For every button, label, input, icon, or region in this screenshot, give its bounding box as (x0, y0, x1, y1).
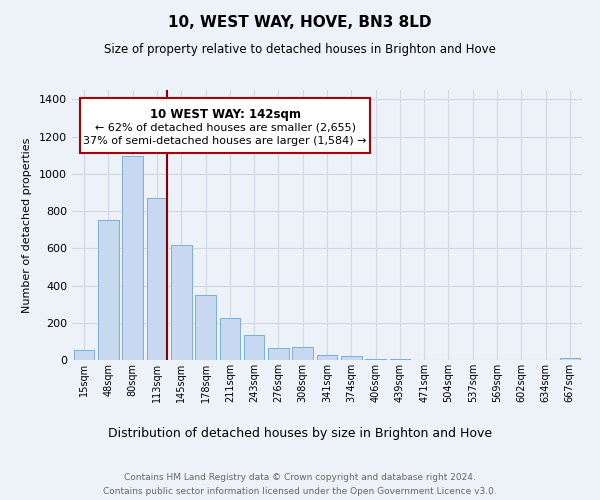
Bar (292, 347, 313, 360)
Bar (389, 359, 410, 360)
Bar (195, 295, 216, 360)
FancyBboxPatch shape (80, 98, 370, 154)
Text: 37% of semi-detached houses are larger (1,584) →: 37% of semi-detached houses are larger (… (83, 136, 367, 146)
Bar (74, 350, 94, 360)
Text: 10 WEST WAY: 142sqm: 10 WEST WAY: 142sqm (149, 108, 301, 120)
Bar (560, 358, 580, 360)
Text: Distribution of detached houses by size in Brighton and Hove: Distribution of detached houses by size … (108, 428, 492, 440)
Bar (365, 358, 386, 360)
Bar (317, 356, 337, 360)
Bar (122, 156, 143, 360)
Y-axis label: Number of detached properties: Number of detached properties (22, 138, 32, 312)
Bar (146, 198, 167, 360)
Bar (98, 220, 119, 360)
Bar (171, 246, 191, 360)
Text: Contains HM Land Registry data © Crown copyright and database right 2024.: Contains HM Land Registry data © Crown c… (124, 472, 476, 482)
Text: ← 62% of detached houses are smaller (2,655): ← 62% of detached houses are smaller (2,… (95, 122, 355, 132)
Text: Contains public sector information licensed under the Open Government Licence v3: Contains public sector information licen… (103, 488, 497, 496)
Bar (220, 318, 240, 360)
Bar (244, 336, 265, 360)
Text: 10, WEST WAY, HOVE, BN3 8LD: 10, WEST WAY, HOVE, BN3 8LD (168, 15, 432, 30)
Bar (268, 348, 289, 360)
Text: Size of property relative to detached houses in Brighton and Hove: Size of property relative to detached ho… (104, 42, 496, 56)
Bar (341, 356, 362, 360)
